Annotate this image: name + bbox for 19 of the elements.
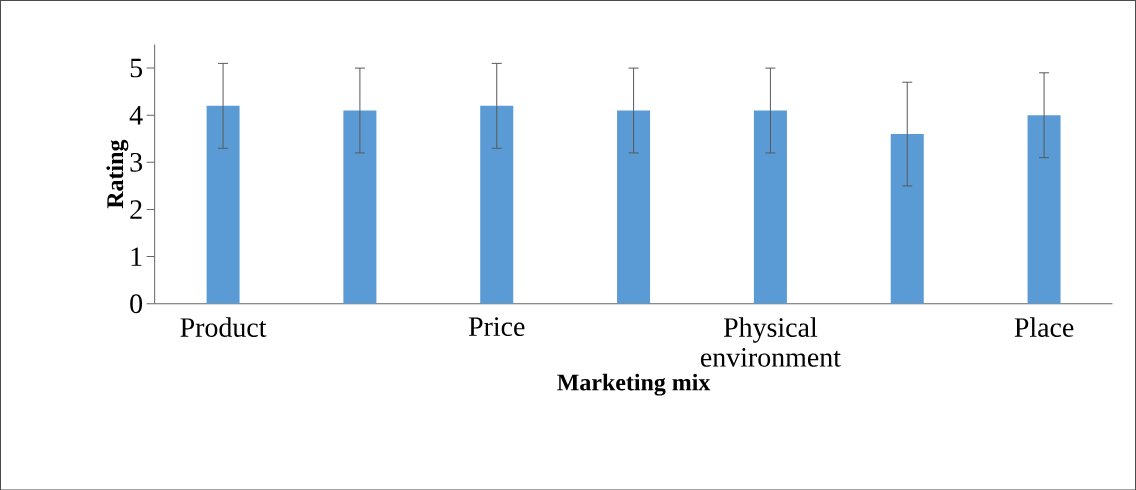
bar: [1027, 115, 1061, 304]
y-axis-title: Rating: [106, 139, 129, 209]
bar: [890, 133, 924, 304]
bar: [206, 105, 240, 304]
y-tick-label: 5: [130, 58, 143, 78]
y-tick-label: 3: [130, 152, 143, 172]
x-tick-label: Product: [180, 317, 267, 337]
x-axis-title: Marketing mix: [557, 373, 711, 396]
x-tick-label: Physical environment: [700, 317, 841, 367]
y-tick-label: 0: [130, 294, 143, 313]
y-tick-label: 2: [130, 200, 142, 219]
bar: [753, 110, 787, 304]
bar: [617, 110, 651, 304]
y-tick-label: 1: [131, 247, 142, 266]
bar: [343, 110, 377, 304]
x-tick-label: Place: [1014, 317, 1074, 337]
x-tick-label: Price: [468, 317, 525, 336]
y-tick-label: 4: [129, 105, 143, 125]
bar: [480, 105, 514, 304]
